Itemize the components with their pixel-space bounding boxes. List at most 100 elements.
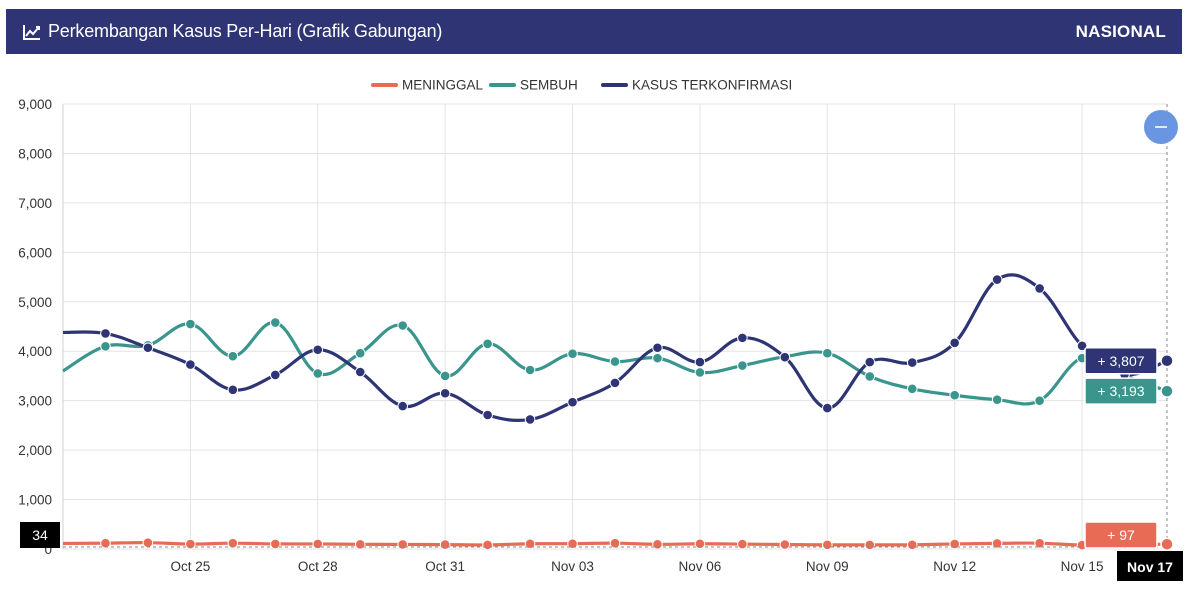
y-tick-label: 2,000: [18, 443, 52, 458]
data-point: [991, 538, 1003, 549]
hover-y-badge-box: [20, 522, 60, 548]
data-point: [397, 320, 408, 331]
data-point: [864, 371, 876, 382]
hover-tooltips: + 3,807 + 3,193 + 97 34 Nov 17: [20, 104, 1183, 581]
series-sembuh: [62, 317, 1173, 406]
zoom-reset-button[interactable]: [1144, 110, 1178, 144]
chart-title: Perkembangan Kasus Per-Hari (Grafik Gabu…: [48, 21, 443, 41]
x-tick-label: Nov 09: [806, 559, 849, 574]
y-tick-label: 1,000: [18, 493, 52, 508]
hover-label-box: [1084, 347, 1158, 375]
x-tick-label: Oct 28: [298, 559, 338, 574]
data-point: [906, 357, 918, 368]
data-point: [312, 368, 324, 379]
data-point: [949, 337, 960, 349]
data-point: [694, 367, 706, 378]
hover-point: [1160, 354, 1174, 368]
data-point: [227, 537, 239, 549]
scope-label: NASIONAL: [1075, 22, 1166, 41]
data-point: [354, 539, 366, 550]
hover-point: [1160, 384, 1174, 398]
data-point: [227, 350, 239, 362]
data-point: [694, 356, 706, 368]
legend-item[interactable]: SEMBUH: [489, 78, 578, 93]
combined-chart: MENINGGAL SEMBUH KASUS TERKONFIRMASI 0 1,00…: [18, 78, 1183, 581]
hover-label-box: [1084, 377, 1158, 405]
legend-item[interactable]: KASUS TERKONFIRMASI: [601, 78, 792, 93]
series-meninggal: [62, 537, 1173, 551]
data-point: [1034, 537, 1045, 549]
data-point: [524, 538, 536, 550]
data-point: [142, 342, 154, 354]
data-point: [652, 539, 663, 550]
data-point: [822, 347, 833, 359]
line-chart-icon: [23, 24, 40, 40]
hover-y-badge: 34: [20, 522, 60, 548]
chart-grid: [62, 103, 1167, 550]
data-point: [949, 538, 960, 550]
x-axis: Oct 25 Oct 28 Oct 31 Nov 03 Nov 06 Nov 09 Nov …: [170, 559, 1103, 574]
data-point: [1076, 340, 1088, 352]
data-point: [991, 394, 1003, 405]
data-point: [185, 318, 196, 330]
legend-label: KASUS TERKONFIRMASI: [632, 78, 792, 93]
data-point: [142, 537, 154, 548]
data-point: [354, 366, 366, 378]
chart-header: Perkembangan Kasus Per-Hari (Grafik Gabu…: [6, 9, 1182, 54]
data-point: [949, 389, 960, 401]
hover-label: + 3,193: [1084, 377, 1174, 405]
data-point: [270, 317, 281, 328]
legend-item[interactable]: MENINGGAL: [371, 78, 484, 93]
data-point: [991, 274, 1003, 285]
y-tick-label: 3,000: [18, 394, 52, 409]
hover-x-badge-box: [1117, 551, 1183, 581]
data-point: [397, 400, 408, 412]
data-point: [100, 328, 111, 339]
hover-label: + 3,807: [1084, 347, 1174, 375]
data-point: [100, 340, 111, 352]
x-tick-label: Oct 25: [170, 559, 210, 574]
y-tick-label: 0: [44, 542, 52, 557]
data-point: [822, 402, 833, 414]
x-tick-label: Nov 12: [933, 559, 976, 574]
data-point: [567, 396, 578, 408]
data-point: [737, 360, 748, 371]
data-point: [737, 332, 748, 344]
data-point: [524, 364, 536, 376]
data-point: [864, 539, 876, 551]
data-point: [737, 538, 748, 550]
y-tick-label: 4,000: [18, 344, 52, 359]
hover-point: [1160, 537, 1174, 551]
data-point: [439, 387, 451, 399]
y-tick-label: 6,000: [18, 245, 52, 260]
data-point: [864, 356, 876, 368]
data-point: [227, 384, 239, 396]
series-group: [62, 273, 1173, 551]
hover-y-badge-text: 34: [32, 527, 48, 543]
data-point: [482, 409, 493, 421]
x-tick-label: Nov 06: [679, 559, 722, 574]
legend-label: SEMBUH: [520, 78, 578, 93]
data-point: [1034, 283, 1045, 294]
y-tick-label: 7,000: [18, 196, 52, 211]
data-point: [906, 383, 918, 395]
data-point: [185, 359, 196, 370]
y-axis: 0 1,000 2,000 3,000 4,000 5,000 6,000 7,000 8,00…: [18, 97, 52, 557]
data-point: [439, 539, 451, 550]
data-point: [609, 356, 621, 367]
data-point: [185, 538, 196, 550]
data-point: [779, 539, 791, 550]
data-point: [397, 539, 408, 550]
data-point: [482, 539, 493, 551]
data-point: [270, 369, 281, 381]
hover-x-badge: Nov 17: [1117, 551, 1183, 581]
data-point: [906, 539, 918, 551]
x-tick-label: Nov 15: [1061, 559, 1104, 574]
data-point: [354, 347, 366, 359]
y-tick-label: 8,000: [18, 146, 52, 161]
series-line: [62, 273, 1168, 422]
data-point: [270, 538, 281, 550]
chart-legend[interactable]: MENINGGAL SEMBUH KASUS TERKONFIRMASI: [371, 78, 792, 93]
data-point: [609, 537, 621, 549]
data-point: [482, 338, 493, 350]
